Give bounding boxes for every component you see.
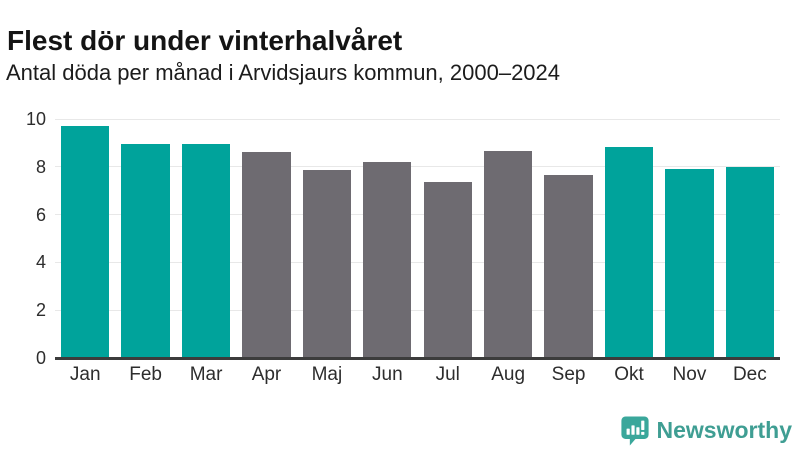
bar-column-mar [176,119,236,358]
bar-column-aug [478,119,538,358]
bar-column-nov [659,119,719,358]
y-axis-tick-label: 10 [25,109,46,129]
chart-subtitle: Antal döda per månad i Arvidsjaurs kommu… [6,60,561,85]
bar-column-maj [297,119,357,358]
bar-nov [665,169,714,358]
bar-okt [604,146,654,358]
bar-series [55,119,780,358]
bar-aug [484,151,533,358]
x-axis-tick-label: Sep [551,364,586,385]
bar-column-jun [357,119,417,358]
x-axis-tick-label: Jul [435,364,460,385]
gridline [55,214,780,216]
bar-column-feb [115,119,175,358]
y-axis-tick-label: 2 [35,300,46,321]
bar-column-jan [55,119,115,358]
bar-jul [423,182,472,358]
gridline [55,309,780,311]
x-axis-tick-label: Dec [732,364,767,385]
chart-title: Flest dör under vinterhalvåret [7,24,403,56]
gridline [55,118,780,120]
y-axis-tick-label: 4 [35,252,46,273]
bar-mar [181,144,231,358]
bar-maj [302,170,352,358]
bar-dec [725,166,775,358]
x-axis-tick-label: Mar [189,364,223,385]
bar-column-dec [720,119,780,358]
y-axis: 0 2 4 6 8 10 [0,109,46,368]
gridline [55,166,780,168]
x-axis-tick-label: Feb [129,364,162,385]
y-axis-tick-label: 6 [35,204,46,225]
x-axis-tick-label: Okt [614,364,644,385]
bar-jan [61,126,110,358]
newsworthy-logo: Newsworthy [620,415,792,446]
newsworthy-logo-text: Newsworthy [656,417,792,443]
x-axis-tick-label: Aug [491,364,526,385]
bar-column-jul [418,119,478,358]
bar-column-sep [538,119,598,358]
bar-column-apr [236,119,296,358]
bar-chart-speech-bubble-icon [620,416,649,446]
bar-jun [363,162,412,358]
bar-apr [242,152,291,358]
x-axis-tick-label: Apr [251,364,282,385]
bar-sep [544,175,593,358]
y-axis-tick-label: 8 [35,156,46,177]
y-axis-tick-label: 0 [35,348,46,368]
x-axis-tick-label: Jun [372,364,403,385]
x-axis-tick-label: Jan [69,364,101,385]
plot-area [55,118,780,358]
bar-column-okt [599,119,659,358]
gridline [55,261,780,263]
x-axis: Jan Feb Mar Apr Maj Jun Jul Aug Sep Okt Nov Dec [55,364,780,386]
x-axis-line [55,357,780,360]
x-axis-tick-label: Nov [672,364,707,385]
bar-feb [121,144,170,358]
x-axis-tick-label: Maj [311,364,343,385]
